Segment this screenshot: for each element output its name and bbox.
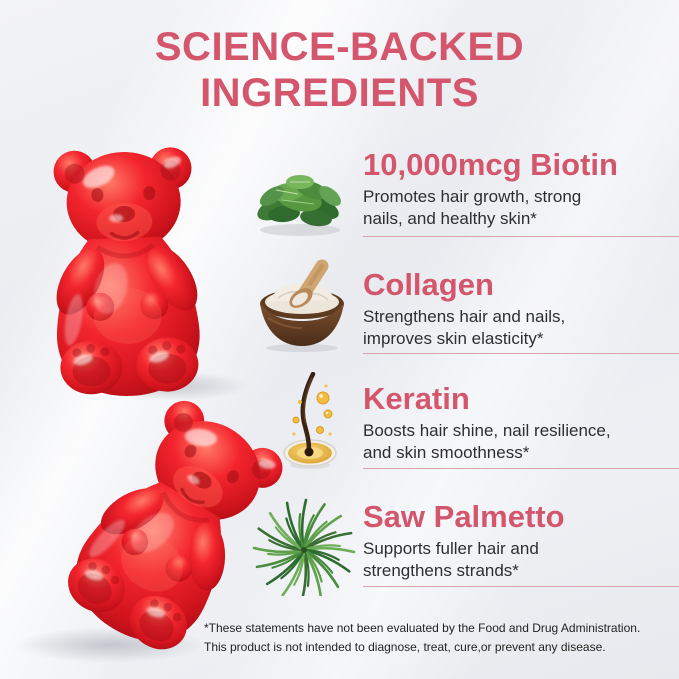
ingredient-text-biotin: 10,000mcg Biotin Promotes hair growth, s… [363,148,679,230]
row-divider [363,353,679,354]
fda-disclaimer: *These statements have not been evaluate… [204,619,640,657]
page-title-line-2: INGREDIENTS [200,71,479,115]
ingredient-name-collagen: Collagen [363,267,494,302]
ingredient-description-collagen: Strengthens hair and nails, improves ski… [363,307,566,348]
ingredient-row-collagen: Collagen Strengthens hair and nails, imp… [240,259,679,354]
ingredient-row-keratin: Keratin Boosts hair shine, nail resilien… [240,372,679,469]
page-title-line-1: SCIENCE-BACKED [154,25,525,69]
page-title: SCIENCE-BACKED INGREDIENTS [0,24,679,116]
ingredient-description-biotin: Promotes hair growth, strong nails, and … [363,187,582,228]
hair-strand-in-oil-icon [283,372,337,469]
fda-disclaimer-line-2: This product is not intended to diagnose… [204,640,606,654]
ingredient-text-saw-palmetto: Saw Palmetto Supports fuller hair and st… [363,500,679,582]
fda-disclaimer-line-1: *These statements have not been evaluate… [204,621,641,635]
ingredient-row-saw-palmetto: Saw Palmetto Supports fuller hair and st… [240,498,679,596]
collagen-powder-bowl-icon [260,259,344,352]
row-divider [363,236,679,237]
ingredient-name-biotin: 10,000mcg Biotin [363,147,618,182]
ingredient-text-collagen: Collagen Strengthens hair and nails, imp… [363,268,679,350]
row-divider [363,586,679,587]
row-divider [363,468,679,469]
red-gummy-bear-upright [41,146,210,398]
saw-palmetto-frond-icon [252,498,356,596]
ingredient-description-saw-palmetto: Supports fuller hair and strengthens str… [363,539,539,580]
ingredient-name-keratin: Keratin [363,381,470,416]
spinach-leaves-icon [257,175,341,236]
ingredient-name-saw-palmetto: Saw Palmetto [363,499,565,534]
ingredient-description-keratin: Boosts hair shine, nail resilience, and … [363,421,611,462]
ingredient-row-biotin: 10,000mcg Biotin Promotes hair growth, s… [240,148,679,237]
ingredient-text-keratin: Keratin Boosts hair shine, nail resilien… [363,382,679,464]
